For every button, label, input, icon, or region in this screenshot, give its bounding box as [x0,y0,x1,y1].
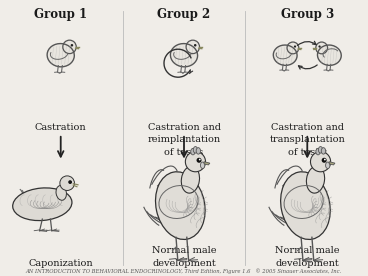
Text: Normal male
development: Normal male development [275,246,340,268]
Ellipse shape [307,166,325,193]
Circle shape [197,158,202,163]
Text: Caponization: Caponization [28,259,93,268]
Circle shape [63,40,76,54]
Circle shape [322,158,327,163]
Ellipse shape [56,185,67,200]
FancyArrowPatch shape [190,70,193,74]
Ellipse shape [201,162,205,169]
Ellipse shape [318,45,341,65]
Text: Castration and
transplantation
of testis: Castration and transplantation of testis [269,123,345,157]
Circle shape [71,44,73,47]
Polygon shape [329,162,335,165]
Ellipse shape [181,166,199,193]
Ellipse shape [281,172,330,240]
Circle shape [68,180,72,184]
Ellipse shape [196,148,201,154]
Ellipse shape [170,44,198,67]
Ellipse shape [156,172,205,240]
Ellipse shape [191,148,195,155]
Ellipse shape [326,162,330,169]
Circle shape [294,45,296,48]
Circle shape [311,152,330,172]
Ellipse shape [321,148,326,154]
Ellipse shape [273,45,297,65]
Ellipse shape [47,44,74,67]
Circle shape [199,159,201,160]
Text: Normal male
development: Normal male development [152,246,216,268]
Text: Group 2: Group 2 [158,8,210,21]
Text: Group 3: Group 3 [281,8,334,21]
FancyArrowPatch shape [298,65,317,69]
Text: AN INTRODUCTION TO BEHAVIORAL ENDOCRINOLOGY, Third Edition, Figure 1.6   © 2005 : AN INTRODUCTION TO BEHAVIORAL ENDOCRINOL… [26,268,342,274]
Ellipse shape [193,147,198,153]
Circle shape [324,159,326,160]
Circle shape [186,40,199,54]
Circle shape [318,45,321,48]
Text: Group 1: Group 1 [34,8,87,21]
Ellipse shape [316,148,320,155]
Circle shape [185,152,205,172]
Text: Castration: Castration [35,123,86,132]
Circle shape [287,42,299,54]
Polygon shape [204,162,210,165]
Ellipse shape [13,188,72,221]
Circle shape [194,44,197,47]
Text: Castration and
reimplantation
of testis: Castration and reimplantation of testis [148,123,220,157]
Ellipse shape [318,147,323,153]
FancyArrowPatch shape [297,41,316,46]
Circle shape [60,176,74,190]
Circle shape [316,42,328,54]
